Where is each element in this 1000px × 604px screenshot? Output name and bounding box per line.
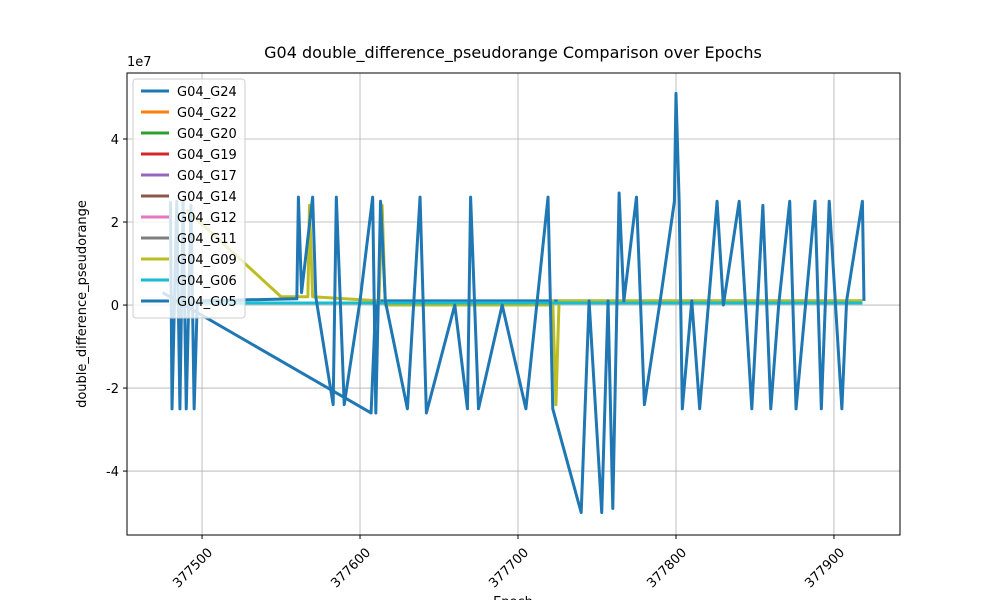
y-tick-label: -2: [106, 382, 119, 397]
x-axis-label: Epoch: [493, 595, 533, 600]
chart-title: G04 double_difference_pseudorange Compar…: [264, 43, 762, 63]
plot-frame: [126, 72, 901, 536]
y-tick-label: 2: [111, 216, 119, 231]
x-tick-label: 377600: [328, 545, 374, 591]
legend-label: G04_G19: [177, 148, 237, 163]
legend-label: G04_G24: [177, 85, 237, 100]
y-tick-label: -4: [106, 465, 119, 480]
series-line: [168, 91, 866, 515]
x-tick-label: 377700: [486, 545, 532, 591]
legend-label: G04_G20: [177, 127, 237, 142]
y-tick-label: 0: [111, 299, 119, 314]
legend-label: G04_G11: [177, 232, 237, 247]
legend-label: G04_G12: [177, 211, 237, 226]
x-tick-label: 377900: [802, 545, 848, 591]
legend-label: G04_G05: [177, 295, 237, 310]
x-tick-label: 377800: [644, 545, 690, 591]
y-axis-label: double_difference_pseudorange: [75, 200, 90, 408]
x-tick-label: 377500: [170, 545, 216, 591]
legend-label: G04_G06: [177, 274, 237, 289]
legend-label: G04_G17: [177, 169, 237, 184]
legend-label: G04_G14: [177, 190, 237, 205]
legend-label: G04_G09: [177, 253, 237, 268]
legend-label: G04_G22: [177, 106, 237, 121]
y-offset-label: 1e7: [127, 55, 152, 70]
y-tick-label: 4: [111, 133, 119, 148]
